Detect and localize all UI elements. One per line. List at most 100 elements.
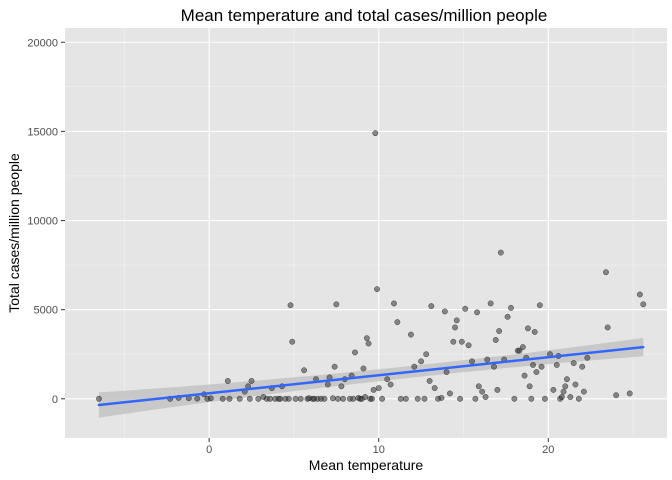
data-point	[452, 324, 458, 331]
data-point	[484, 356, 491, 363]
data-point	[246, 395, 253, 402]
data-point	[469, 358, 475, 365]
data-point	[226, 395, 233, 402]
data-point	[384, 376, 391, 383]
data-point	[423, 351, 430, 358]
y-tick-label: 0	[52, 394, 58, 406]
data-point	[267, 395, 274, 402]
data-point	[524, 325, 531, 332]
data-point	[428, 303, 435, 310]
data-point	[474, 309, 481, 316]
data-point	[504, 313, 511, 320]
data-point	[363, 335, 370, 342]
data-point	[248, 378, 255, 384]
data-point	[453, 317, 460, 324]
data-point	[365, 340, 372, 347]
data-point	[443, 369, 450, 375]
data-point	[457, 395, 464, 402]
data-point	[492, 337, 499, 343]
data-point	[579, 363, 586, 370]
data-point	[563, 376, 570, 383]
y-axis-title: Total cases/million people	[6, 153, 22, 313]
data-point	[538, 363, 545, 370]
data-point	[450, 338, 457, 345]
y-tick-label: 20000	[27, 37, 58, 49]
data-point	[550, 386, 557, 393]
data-point	[536, 302, 543, 309]
data-point	[626, 390, 633, 397]
data-point	[374, 286, 380, 293]
x-tick-label: 0	[206, 444, 212, 456]
data-point	[394, 319, 401, 326]
data-point	[219, 395, 226, 402]
chart-title: Mean temperature and total cases/million…	[181, 6, 548, 25]
data-point	[528, 395, 535, 402]
data-point	[604, 324, 611, 331]
data-point	[421, 395, 428, 402]
data-point	[570, 360, 577, 367]
x-axis: 0 10 20	[206, 438, 554, 456]
data-point	[301, 367, 308, 374]
data-point	[575, 395, 582, 402]
confidence-band	[98, 338, 644, 418]
data-point	[362, 394, 369, 400]
data-point	[333, 301, 340, 308]
data-point	[350, 395, 357, 402]
data-point	[379, 395, 386, 402]
data-point	[526, 383, 533, 390]
data-point	[370, 386, 377, 393]
data-point	[407, 331, 414, 338]
data-point	[521, 372, 528, 379]
data-point	[285, 395, 292, 402]
data-point	[494, 386, 501, 393]
y-axis: 0 5000 10000 15000 20000	[27, 37, 65, 406]
data-point	[277, 395, 284, 402]
data-point	[462, 305, 469, 312]
data-point	[375, 385, 382, 392]
data-point	[438, 394, 445, 401]
data-point	[584, 354, 591, 361]
data-point	[519, 344, 526, 351]
fit-line-layer	[97, 345, 645, 407]
data-point	[335, 395, 341, 402]
data-point	[287, 302, 294, 309]
data-point	[530, 361, 536, 368]
x-tick-label: 10	[373, 444, 385, 456]
data-point	[426, 378, 433, 384]
data-point	[465, 342, 472, 349]
data-point	[414, 395, 421, 402]
data-point	[446, 390, 453, 397]
data-point	[372, 130, 379, 137]
data-point	[207, 395, 214, 402]
x-tick-label: 20	[542, 444, 554, 456]
data-point	[236, 395, 243, 402]
data-point	[580, 388, 587, 395]
data-point	[560, 388, 567, 395]
data-point	[331, 363, 338, 370]
data-point	[533, 369, 540, 375]
data-point	[224, 378, 231, 384]
data-point	[640, 301, 647, 308]
data-point	[541, 395, 548, 402]
data-point	[472, 395, 479, 402]
y-tick-label: 10000	[27, 216, 58, 228]
data-point	[324, 381, 331, 388]
data-point	[531, 328, 538, 335]
data-point	[567, 394, 574, 400]
data-point	[387, 381, 394, 388]
data-point	[479, 388, 486, 395]
data-point	[418, 358, 425, 365]
x-axis-title: Mean temperature	[309, 457, 424, 473]
grid-minor	[65, 28, 667, 438]
data-point	[95, 395, 102, 402]
data-point	[475, 383, 482, 390]
data-point	[391, 300, 397, 307]
data-point	[321, 395, 328, 402]
data-point	[636, 291, 643, 298]
data-point	[558, 394, 565, 400]
data-point	[441, 308, 448, 315]
data-point	[402, 395, 409, 402]
data-point	[572, 381, 579, 388]
data-point	[487, 300, 494, 307]
data-point	[292, 395, 299, 402]
